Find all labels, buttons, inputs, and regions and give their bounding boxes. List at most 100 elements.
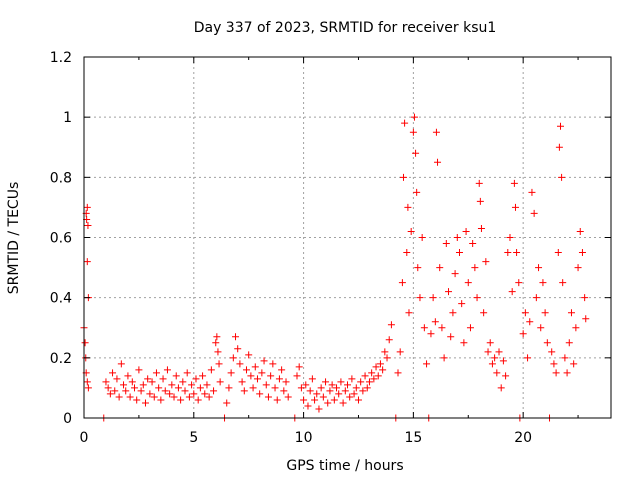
data-point bbox=[126, 393, 134, 401]
data-point bbox=[170, 393, 178, 401]
data-point bbox=[192, 375, 200, 383]
data-point bbox=[115, 393, 123, 401]
data-point bbox=[488, 360, 496, 368]
data-point bbox=[322, 378, 330, 386]
data-point bbox=[519, 330, 527, 338]
data-point bbox=[552, 369, 560, 377]
data-point bbox=[398, 279, 406, 287]
data-point bbox=[537, 324, 545, 332]
data-point bbox=[582, 315, 590, 323]
data-point bbox=[429, 294, 437, 302]
data-point bbox=[326, 387, 334, 395]
data-point bbox=[431, 318, 439, 326]
data-point bbox=[350, 390, 358, 398]
data-point bbox=[155, 384, 163, 392]
data-point bbox=[201, 390, 209, 398]
data-point bbox=[315, 405, 323, 413]
data-point bbox=[403, 249, 411, 257]
data-point bbox=[385, 336, 393, 344]
data-point bbox=[124, 372, 132, 380]
data-point bbox=[381, 348, 389, 356]
data-point bbox=[438, 324, 446, 332]
y-tick-label: 0.6 bbox=[50, 231, 72, 247]
data-point bbox=[510, 179, 518, 187]
data-point bbox=[302, 381, 310, 389]
data-point bbox=[556, 122, 564, 130]
data-point bbox=[139, 381, 147, 389]
data-point bbox=[308, 375, 316, 383]
data-point bbox=[436, 264, 444, 272]
y-tick-label: 1 bbox=[63, 110, 72, 126]
data-point bbox=[521, 309, 529, 317]
data-point bbox=[352, 384, 360, 392]
data-point bbox=[242, 366, 250, 374]
data-point bbox=[502, 372, 510, 380]
data-point bbox=[469, 240, 477, 248]
data-point bbox=[179, 378, 187, 386]
data-point bbox=[506, 234, 514, 241]
data-point bbox=[330, 396, 338, 404]
data-point bbox=[554, 249, 562, 257]
data-point bbox=[555, 143, 563, 151]
data-point bbox=[344, 381, 351, 389]
data-point bbox=[480, 309, 488, 317]
data-point bbox=[565, 339, 573, 347]
data-point bbox=[106, 390, 114, 398]
data-point bbox=[567, 309, 575, 317]
data-point bbox=[511, 203, 519, 211]
data-point bbox=[120, 381, 128, 389]
data-point bbox=[328, 381, 336, 389]
data-point bbox=[313, 390, 321, 398]
x-tick-label: 0 bbox=[80, 430, 89, 446]
data-point bbox=[370, 375, 378, 383]
data-point bbox=[543, 339, 551, 347]
data-point bbox=[432, 128, 440, 136]
data-point bbox=[387, 321, 395, 329]
data-point bbox=[249, 384, 257, 392]
data-point bbox=[464, 279, 472, 287]
y-axis-title: SRMTID / TECUs bbox=[6, 182, 22, 295]
data-point bbox=[258, 369, 266, 377]
data-point bbox=[548, 348, 556, 356]
data-point bbox=[348, 375, 356, 383]
data-point bbox=[306, 387, 314, 395]
data-point bbox=[278, 366, 286, 374]
data-point bbox=[133, 396, 141, 404]
data-point bbox=[495, 348, 503, 356]
data-point bbox=[434, 158, 442, 166]
data-point bbox=[528, 188, 536, 196]
data-point bbox=[409, 128, 417, 136]
data-point bbox=[572, 324, 580, 332]
data-point bbox=[499, 357, 507, 365]
data-point bbox=[420, 324, 428, 332]
data-point bbox=[550, 360, 558, 368]
data-point bbox=[404, 203, 412, 211]
data-point bbox=[563, 369, 571, 377]
data-point bbox=[188, 381, 196, 389]
data-point bbox=[361, 372, 369, 380]
data-point bbox=[460, 339, 468, 347]
data-point bbox=[111, 387, 119, 395]
data-point bbox=[372, 363, 380, 371]
data-point bbox=[232, 333, 240, 341]
data-point bbox=[213, 333, 221, 341]
data-point bbox=[152, 369, 160, 377]
data-point bbox=[194, 396, 202, 404]
y-tick-label: 0.8 bbox=[50, 170, 72, 186]
data-point bbox=[185, 393, 193, 401]
data-point bbox=[295, 363, 303, 371]
data-point bbox=[207, 366, 215, 374]
data-point bbox=[262, 381, 270, 389]
data-point bbox=[196, 384, 204, 392]
data-point bbox=[84, 221, 92, 229]
data-point bbox=[102, 378, 110, 386]
data-point bbox=[333, 384, 341, 392]
data-point bbox=[445, 288, 453, 296]
data-point bbox=[410, 113, 418, 121]
data-point bbox=[144, 375, 152, 383]
data-point bbox=[413, 188, 421, 196]
data-point bbox=[374, 372, 382, 380]
y-tick-label: 1.2 bbox=[50, 50, 72, 66]
data-point bbox=[229, 354, 237, 362]
